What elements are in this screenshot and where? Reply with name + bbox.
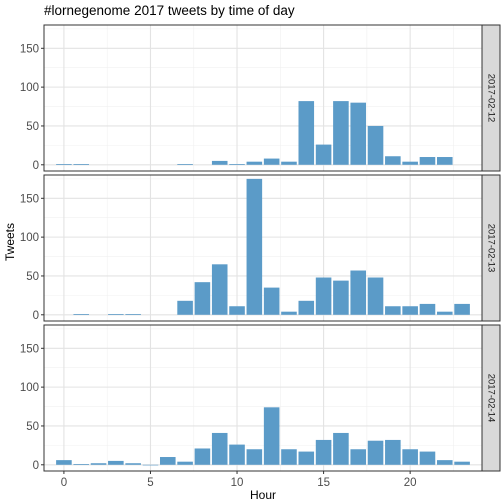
bar <box>73 464 90 465</box>
panel-background <box>44 25 482 171</box>
y-tick-label: 100 <box>20 82 39 94</box>
bar <box>263 158 280 165</box>
x-axis: 0 5 10 15 20 <box>61 471 417 489</box>
bar <box>350 270 367 315</box>
bar <box>125 314 141 315</box>
facet-panel-2017-02-12: 0 50 100 150 2017-02-12 <box>20 24 501 172</box>
y-tick-label: 0 <box>33 460 39 472</box>
facet-strip-label: 2017-02-14 <box>486 374 497 423</box>
bar <box>56 164 72 165</box>
bar <box>436 157 453 165</box>
facet-strip-label: 2017-02-12 <box>486 74 497 123</box>
bar <box>159 457 176 465</box>
y-tick-label: 50 <box>26 421 39 433</box>
y-axis-title: Tweets <box>3 223 17 261</box>
facet-strip <box>481 174 501 322</box>
bar <box>350 449 367 465</box>
bar <box>333 432 349 465</box>
bar <box>385 306 401 315</box>
bar <box>263 287 280 315</box>
y-tick-label: 0 <box>33 310 39 322</box>
bar <box>454 461 470 465</box>
bar <box>333 101 349 165</box>
bar <box>402 161 418 165</box>
y-tick-label: 100 <box>20 382 39 394</box>
bar <box>436 460 453 465</box>
bar <box>73 314 90 315</box>
bar <box>315 144 332 165</box>
bar <box>177 461 193 465</box>
bar <box>385 156 401 165</box>
bar <box>177 164 193 165</box>
y-tick-label: 50 <box>26 271 39 283</box>
panel-background <box>44 175 482 321</box>
bar <box>194 282 211 315</box>
bar <box>108 314 124 315</box>
bar <box>194 448 211 465</box>
x-tick-label: 15 <box>317 477 330 489</box>
bar <box>229 444 245 465</box>
bar <box>298 451 315 465</box>
bar <box>454 303 470 315</box>
bar <box>385 439 401 465</box>
bar <box>211 264 228 315</box>
facet-strip <box>481 324 501 472</box>
x-tick-label: 0 <box>61 477 67 489</box>
bar <box>142 464 159 466</box>
bar <box>367 440 384 465</box>
y-tick-label: 0 <box>33 160 39 172</box>
bar <box>315 277 332 315</box>
bar <box>367 277 384 315</box>
bar <box>108 460 124 465</box>
bar <box>246 178 263 315</box>
y-tick-label: 150 <box>20 193 39 205</box>
facet-strip-label: 2017-02-13 <box>486 224 497 273</box>
bar <box>315 439 332 465</box>
bar <box>333 280 349 315</box>
x-tick-label: 20 <box>404 477 417 489</box>
bar <box>281 311 297 315</box>
bar <box>436 311 453 315</box>
bar <box>367 125 384 165</box>
y-tick-label: 150 <box>20 43 39 55</box>
bar <box>229 306 245 315</box>
bar <box>281 161 297 165</box>
bar <box>419 303 436 315</box>
y-tick-label: 100 <box>20 232 39 244</box>
bar <box>211 160 228 165</box>
facet-panel-2017-02-13: 0 50 100 150 2017-02-13 <box>20 174 501 322</box>
facet-panel-2017-02-14: 0 50 100 150 2017-02-14 <box>20 324 501 472</box>
facet-strip <box>481 24 501 172</box>
bar <box>281 449 297 465</box>
bar <box>298 101 315 165</box>
x-axis-title: Hour <box>250 488 276 502</box>
bar <box>90 463 107 465</box>
bar <box>402 449 418 465</box>
bar <box>177 300 193 315</box>
x-tick-label: 5 <box>147 477 153 489</box>
bar <box>56 460 72 465</box>
y-tick-label: 50 <box>26 121 39 133</box>
bar <box>419 451 436 465</box>
bar <box>350 102 367 165</box>
chart-title: #lornegenome 2017 tweets by time of day <box>44 3 295 18</box>
y-tick-label: 150 <box>20 343 39 355</box>
bar <box>298 300 315 315</box>
bar <box>73 164 90 165</box>
bar <box>419 157 436 165</box>
bar <box>229 164 245 165</box>
bar <box>402 306 418 315</box>
bar <box>211 432 228 465</box>
bar <box>246 449 263 465</box>
bar <box>125 463 141 465</box>
x-tick-label: 10 <box>231 477 244 489</box>
panel-background <box>44 325 482 471</box>
bar <box>263 407 280 465</box>
bar <box>246 161 263 165</box>
facet-panels: 0 50 100 150 2017-02-12 0 50 100 150 2017-02-13 0 5… <box>20 24 501 472</box>
